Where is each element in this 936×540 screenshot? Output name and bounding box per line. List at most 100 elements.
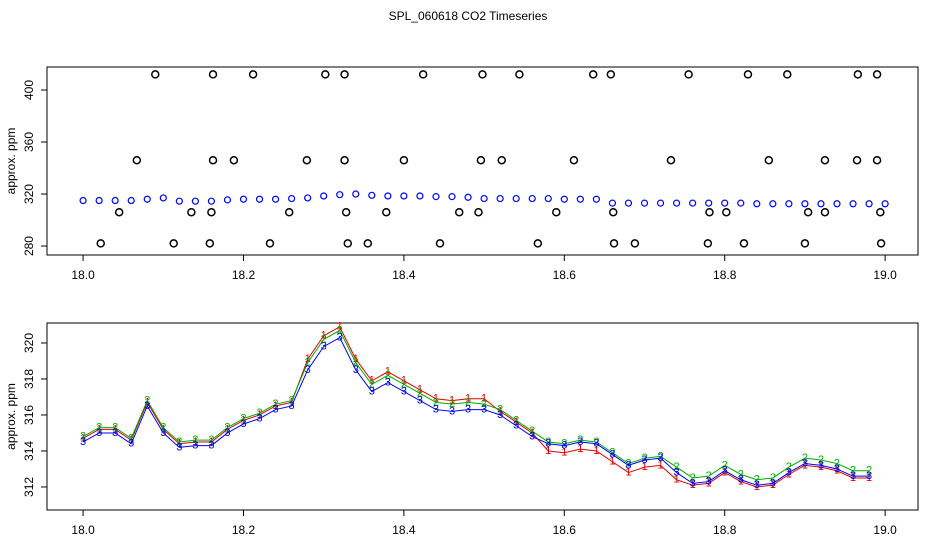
point — [114, 207, 124, 217]
point-glyph: 2 — [208, 434, 214, 446]
point — [608, 199, 617, 207]
point — [703, 239, 713, 248]
point — [769, 200, 777, 208]
y-tick-label: 320 — [22, 333, 36, 353]
point-glyph: 2 — [401, 378, 407, 390]
point-glyph: 1 — [80, 432, 86, 444]
point-glyph: 3 — [818, 459, 824, 471]
point-glyph: 2 — [449, 398, 455, 410]
point-glyph: 1 — [657, 459, 663, 471]
point — [132, 155, 142, 165]
point-glyph: 2 — [417, 387, 423, 399]
point-glyph: 2 — [337, 324, 343, 336]
point-glyph: 3 — [240, 418, 246, 430]
point-glyph: 3 — [738, 474, 744, 486]
point-glyph: 2 — [818, 454, 824, 466]
point-glyph: 2 — [529, 425, 535, 437]
point-glyph: 2 — [465, 396, 471, 408]
point-glyph: 3 — [80, 436, 86, 448]
point-glyph: 2 — [641, 452, 647, 464]
point-glyph: 1 — [834, 465, 840, 477]
point-glyph: 3 — [433, 403, 439, 415]
point-glyph: 2 — [256, 407, 262, 419]
point-glyph: 3 — [513, 420, 519, 432]
point-glyph: 1 — [160, 423, 166, 435]
point-glyph: 2 — [497, 403, 503, 415]
point — [737, 199, 745, 207]
point-glyph: 3 — [770, 477, 776, 489]
point — [872, 70, 882, 79]
point — [515, 70, 524, 79]
point-glyph: 3 — [722, 465, 728, 477]
point-glyph: 1 — [481, 393, 487, 405]
point-glyph: 1 — [385, 366, 391, 378]
point — [205, 239, 215, 248]
point-glyph: 3 — [401, 385, 407, 397]
point-glyph: 1 — [224, 423, 230, 435]
point — [464, 193, 472, 201]
point — [852, 155, 862, 165]
point — [159, 194, 167, 202]
point-glyph: 2 — [577, 434, 583, 446]
point — [207, 197, 216, 205]
point — [876, 207, 885, 217]
point-glyph: 1 — [818, 461, 824, 473]
point — [79, 196, 87, 205]
point — [801, 200, 809, 208]
point-glyph: 1 — [561, 447, 567, 459]
point-glyph: 1 — [513, 416, 519, 428]
point-glyph: 3 — [706, 475, 712, 487]
point-glyph: 3 — [160, 427, 166, 439]
point — [321, 70, 330, 79]
plot-frame — [46, 66, 919, 256]
point-glyph: 2 — [192, 434, 198, 446]
point-glyph: 1 — [674, 474, 680, 486]
point — [689, 199, 697, 207]
point-glyph: 1 — [176, 438, 182, 450]
point — [474, 207, 483, 217]
point-glyph: 1 — [802, 459, 808, 471]
point-glyph: 2 — [80, 430, 86, 442]
point — [656, 199, 665, 207]
y-tick-label: 312 — [22, 477, 36, 497]
point — [304, 194, 312, 202]
point-glyph: 2 — [754, 474, 760, 486]
point — [208, 70, 218, 79]
point — [340, 155, 349, 165]
point — [169, 239, 178, 248]
point — [363, 239, 373, 248]
point-glyph: 3 — [273, 403, 279, 415]
point-glyph: 2 — [513, 414, 519, 426]
point-glyph: 3 — [224, 427, 230, 439]
point-glyph: 3 — [593, 438, 599, 450]
series-line — [82, 326, 870, 488]
y-axis-label: approx. ppm — [4, 128, 18, 195]
point-glyph: 3 — [353, 364, 359, 376]
point-glyph: 1 — [305, 353, 311, 365]
point — [368, 191, 376, 199]
point-glyph: 2 — [321, 333, 327, 345]
point-glyph: 1 — [609, 456, 615, 468]
point — [454, 207, 464, 217]
point — [624, 199, 633, 207]
point-glyph: 3 — [850, 470, 856, 482]
point-glyph: 2 — [240, 412, 246, 424]
point-glyph: 2 — [176, 436, 182, 448]
point-glyph: 2 — [866, 465, 872, 477]
point-glyph: 1 — [497, 405, 503, 417]
point-glyph: 2 — [433, 396, 439, 408]
point — [576, 195, 584, 203]
point — [239, 195, 248, 203]
point — [739, 239, 749, 248]
point — [207, 207, 216, 217]
point — [512, 194, 520, 203]
point-glyph: 3 — [305, 364, 311, 376]
point-glyph: 1 — [337, 321, 343, 333]
point — [187, 207, 196, 217]
point-glyph: 1 — [321, 330, 327, 342]
point-glyph: 2 — [690, 472, 696, 484]
point-glyph: 3 — [369, 385, 375, 397]
point-glyph: 1 — [208, 436, 214, 448]
point-glyph: 1 — [722, 466, 728, 478]
